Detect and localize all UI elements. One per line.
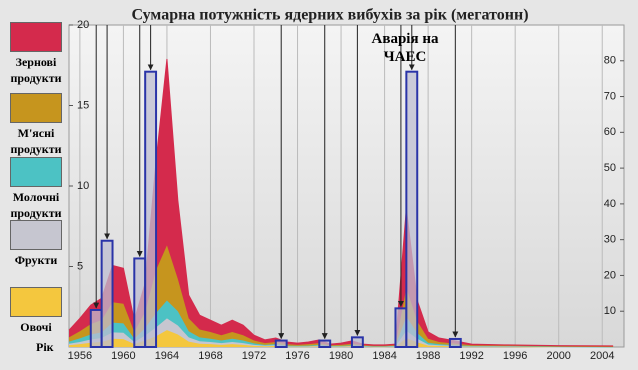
x-tick-label: 1976 — [285, 350, 309, 362]
bar — [133, 257, 147, 349]
area — [69, 245, 614, 347]
bar — [350, 336, 364, 348]
area — [69, 300, 614, 347]
legend-label: Зернові продукти — [10, 55, 62, 85]
bar — [318, 339, 332, 348]
y2-tick-label: 50 — [604, 162, 616, 174]
x-tick-label: 1972 — [242, 350, 266, 362]
legend-label: Молочні продукти — [10, 190, 62, 220]
y-tick-label: 20 — [77, 19, 89, 31]
x-tick-label: 2000 — [546, 350, 570, 362]
bar — [89, 308, 103, 348]
x-axis-label: Рік — [36, 340, 54, 354]
chart-title: Сумарна потужність ядерних вибухів за рі… — [131, 7, 528, 24]
x-tick-label: 1964 — [155, 350, 179, 362]
y2-tick-label: 60 — [604, 126, 616, 138]
legend-label: Овочі — [20, 320, 52, 334]
y-tick-label: 5 — [77, 260, 83, 272]
x-tick-label: 1960 — [111, 350, 135, 362]
x-tick-label: 1988 — [416, 350, 440, 362]
legend-label: Фрукти — [14, 253, 58, 267]
legend-swatch — [10, 287, 62, 317]
legend-swatch — [10, 220, 62, 250]
x-tick-label: 2004 — [590, 350, 614, 362]
bar — [394, 307, 408, 348]
area — [69, 318, 614, 347]
x-tick-label: 1984 — [372, 350, 396, 362]
y2-tick-label: 10 — [604, 305, 616, 317]
bar — [448, 337, 462, 349]
legend-swatch — [10, 22, 62, 52]
legend-swatch — [10, 157, 62, 187]
bar — [144, 70, 158, 348]
bar — [274, 339, 288, 348]
y-tick-label: 15 — [77, 99, 89, 111]
legend-label: М'ясні продукти — [10, 126, 62, 156]
bar — [405, 70, 419, 348]
y-tick-label: 10 — [77, 180, 89, 192]
y2-tick-label: 70 — [604, 90, 616, 102]
x-tick-label: 1956 — [68, 350, 92, 362]
annotation: Аварія на ЧАЕС — [371, 31, 439, 65]
y2-tick-label: 80 — [604, 55, 616, 67]
y2-tick-label: 40 — [604, 198, 616, 210]
area — [69, 330, 614, 347]
x-tick-label: 1980 — [329, 350, 353, 362]
y2-tick-label: 30 — [604, 234, 616, 246]
x-tick-label: 1992 — [459, 350, 483, 362]
x-tick-label: 1968 — [198, 350, 222, 362]
x-tick-label: 1996 — [503, 350, 527, 362]
legend-swatch — [10, 93, 62, 123]
y2-tick-label: 20 — [604, 269, 616, 281]
bar — [100, 239, 114, 349]
